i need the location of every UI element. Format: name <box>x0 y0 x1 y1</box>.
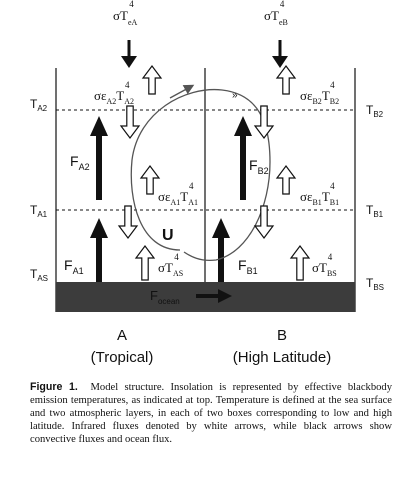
convective-arrow-fa2 <box>90 116 108 200</box>
insolation-label-b: σTeB4 <box>264 0 288 27</box>
box-a-name: (Tropical) <box>91 349 154 366</box>
ir-pair-a2-up <box>141 65 163 95</box>
level-label-b1: TB1 <box>366 203 384 219</box>
convective-arrow-fb1 <box>212 218 230 282</box>
flux-label-fb2: FB2 <box>249 157 269 176</box>
ir-pair-b2-up <box>275 65 297 95</box>
circulation-loop <box>130 88 271 262</box>
emission-label-b2: σεB2TB24 <box>300 80 339 106</box>
flux-label-fa2: FA2 <box>70 153 90 172</box>
ir-surface-a-up <box>134 245 156 281</box>
caption-text: Model structure. Insolation is represent… <box>30 382 393 445</box>
caption-label: Figure 1. <box>30 381 78 393</box>
ir-surface-b-up <box>289 245 311 281</box>
emission-label-a2: σεA2TA24 <box>94 80 134 106</box>
ir-pair-a1-down <box>117 205 139 239</box>
ocean-flux-label: Focean <box>150 288 180 306</box>
emission-label-a1: σεA1TA14 <box>158 181 198 207</box>
box-b-letter: B <box>277 327 287 344</box>
insolation-arrow-a <box>121 40 137 68</box>
circulation-arrowhead <box>169 84 195 99</box>
circulation-tail-mark: » <box>232 90 238 101</box>
level-label-bs: TBS <box>366 276 384 292</box>
ocean-flux-arrow <box>196 289 232 303</box>
convective-arrow-fa1 <box>90 218 108 282</box>
infrared-arrows <box>117 65 311 281</box>
level-label-as: TAS <box>30 267 48 283</box>
figure-caption: Figure 1. Model structure. Insolation is… <box>30 381 392 446</box>
ir-pair-a1-up <box>139 165 161 195</box>
model-structure-diagram: σTeA4 σTeB4 TA2 TA1 TAS TB2 TB1 TBS FA2 … <box>30 0 384 366</box>
level-label-b2: TB2 <box>366 103 384 119</box>
ir-pair-b2-down <box>253 105 275 139</box>
overturning-label-u: U <box>162 227 174 244</box>
ir-pair-b1-down <box>253 205 275 239</box>
box-b-name: (High Latitude) <box>233 349 331 366</box>
box-a-letter: A <box>117 327 127 344</box>
ir-pair-b1-up <box>275 165 297 195</box>
insolation-label-a: σTeA4 <box>113 0 138 27</box>
level-label-a2: TA2 <box>30 97 48 113</box>
ir-pair-a2-down <box>119 105 141 139</box>
level-label-a1: TA1 <box>30 203 48 219</box>
flux-label-fb1: FB1 <box>238 257 258 276</box>
convective-arrow-fb2 <box>234 116 252 200</box>
flux-label-fa1: FA1 <box>64 257 84 276</box>
insolation-arrow-b <box>272 40 288 68</box>
emission-label-b1: σεB1TB14 <box>300 181 339 207</box>
emission-label-as: σTAS4 <box>158 252 183 278</box>
emission-label-bs: σTBS4 <box>312 252 337 278</box>
